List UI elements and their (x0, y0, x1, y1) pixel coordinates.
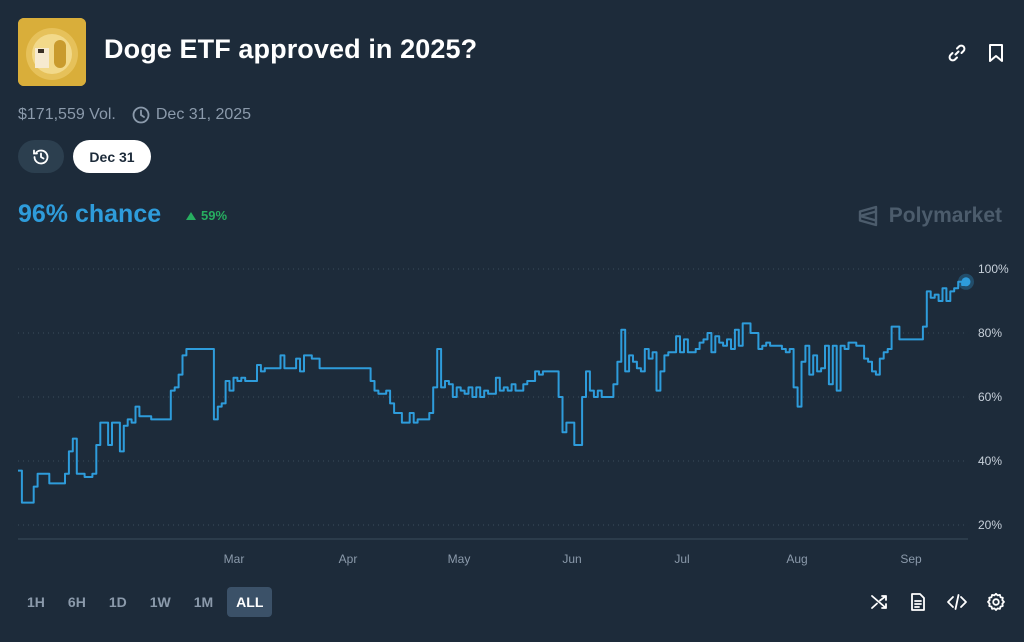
x-tick-label: May (448, 552, 471, 566)
end-date-text: Dec 31, 2025 (155, 106, 252, 123)
code-icon[interactable] (944, 589, 970, 615)
history-icon (31, 147, 51, 167)
x-tick-label: Aug (786, 552, 807, 566)
range-button-1h[interactable]: 1H (27, 594, 45, 610)
current-point (961, 277, 971, 287)
gear-icon[interactable] (983, 589, 1009, 615)
shuffle-icon[interactable] (866, 589, 892, 615)
bookmark-icon[interactable] (983, 40, 1009, 66)
clock-icon (132, 106, 150, 124)
up-arrow-icon (186, 211, 196, 220)
date-selector-pill[interactable]: Dec 31 (73, 140, 151, 173)
probability-chart: 20% 40% 60% 80% 100% Mar Apr May Jun Jul Aug Sep (18, 262, 1009, 566)
range-button-1d[interactable]: 1D (108, 594, 127, 610)
y-tick-label: 80% (978, 326, 1002, 340)
volume-text: $171,559 Vol. (18, 106, 116, 123)
grid-lines (18, 268, 968, 526)
range-button-6h[interactable]: 6H (67, 594, 86, 610)
x-tick-label: Jun (562, 552, 581, 566)
market-title: Doge ETF approved in 2025? (104, 34, 478, 64)
x-tick-label: Sep (900, 552, 922, 566)
x-tick-label: Apr (339, 552, 358, 566)
market-meta: $171,559 Vol. Dec 31, 2025 (18, 106, 251, 124)
range-button-1m[interactable]: 1M (193, 594, 214, 610)
brand-name: Polymarket (888, 204, 1002, 227)
y-tick-labels: 20% 40% 60% 80% 100% (978, 262, 1009, 532)
y-tick-label: 60% (978, 390, 1002, 404)
range-button-all[interactable]: ALL (227, 587, 273, 617)
probability-line (18, 280, 967, 504)
chance-value: 96% chance (18, 200, 162, 228)
time-range-selector: 1H 6H 1D 1W 1M ALL (18, 587, 277, 617)
y-tick-label: 20% (978, 518, 1002, 532)
change-badge: 59% (186, 208, 227, 223)
history-button[interactable] (18, 140, 64, 173)
range-button-1w[interactable]: 1W (149, 594, 171, 610)
x-tick-label: Jul (674, 552, 689, 566)
change-value: 59% (201, 208, 228, 223)
x-tick-labels: Mar Apr May Jun Jul Aug Sep (224, 552, 922, 566)
link-icon[interactable] (944, 40, 970, 66)
document-icon[interactable] (905, 589, 931, 615)
y-tick-label: 100% (978, 262, 1009, 276)
y-tick-label: 40% (978, 454, 1002, 468)
brand-watermark: Polymarket (857, 204, 1002, 228)
market-logo (18, 18, 86, 86)
x-tick-label: Mar (224, 552, 245, 566)
polymarket-logo-icon (857, 205, 879, 227)
